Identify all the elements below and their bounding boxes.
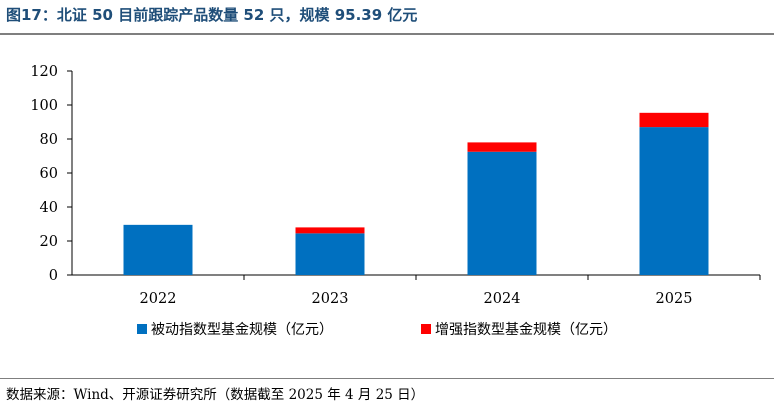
legend-swatch [421,324,431,334]
y-tick-labels: 0 20 40 60 80 100 120 [30,64,58,284]
legend-label: 被动指数型基金规模（亿元） [151,321,333,338]
bar-enhanced-2024 [467,142,537,152]
stacked-bar-chart: 0 20 40 60 80 100 120 2022 2023 2024 2025 被动指数型基金… [30,64,761,338]
chart-legend: 被动指数型基金规模（亿元） 增强指数型基金规模（亿元） [137,321,617,338]
figure-title: 图17：北证 50 目前跟踪产品数量 52 只，规模 95.39 亿元 [6,6,418,24]
x-tick-labels: 2022 2023 2024 2025 [140,291,693,307]
source-note: 数据来源：Wind、开源证券研究所（数据截至 2025 年 4 月 25 日） [6,387,425,403]
source-divider [0,378,774,379]
bar-enhanced-2025 [639,112,709,128]
bar-passive-2024 [467,151,537,275]
bar-passive-2023 [295,233,365,275]
title-divider [0,33,774,35]
legend-swatch [137,324,147,334]
y-tick-label: 80 [40,132,58,148]
x-tick-label: 2024 [484,291,521,307]
y-tick-label: 120 [30,64,58,80]
y-tick-label: 40 [40,200,58,216]
x-tick-label: 2023 [312,291,349,307]
x-tick-label: 2025 [656,291,693,307]
chart-bars [123,112,709,275]
legend-label: 增强指数型基金规模（亿元） [435,321,617,338]
y-tick-label: 0 [49,268,58,284]
bar-passive-2025 [639,127,709,275]
y-tick-label: 100 [30,98,58,114]
bar-enhanced-2023 [295,227,365,234]
x-tick-label: 2022 [140,291,177,307]
y-tick-label: 60 [40,166,58,182]
bar-passive-2022 [123,224,193,275]
y-tick-label: 20 [40,234,58,250]
